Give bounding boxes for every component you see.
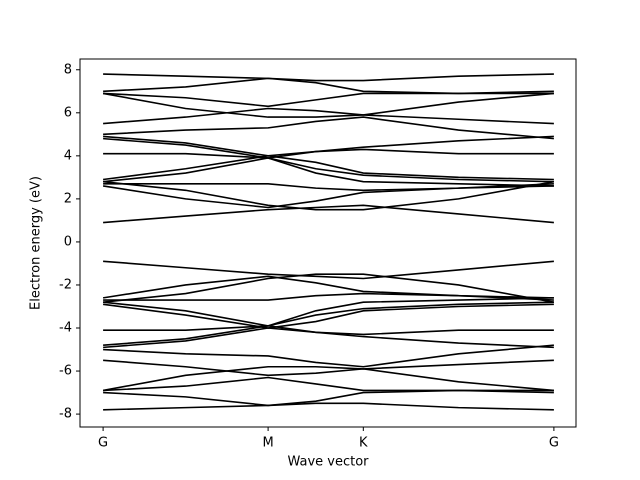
band-line <box>103 273 555 303</box>
band-line <box>103 297 554 347</box>
band-line <box>103 344 554 368</box>
y-tick-label: 0 <box>64 234 72 249</box>
band-line <box>103 327 554 349</box>
y-tick-label: 6 <box>64 105 72 120</box>
y-tick-label: 2 <box>64 191 72 206</box>
x-axis-label: Wave vector <box>287 455 369 470</box>
band-line <box>103 73 554 82</box>
x-tick-label: G <box>549 436 559 451</box>
band-line <box>102 365 554 392</box>
plot-frame <box>79 58 577 428</box>
band-line <box>102 92 554 118</box>
y-tick-label: 8 <box>64 62 72 77</box>
band-line <box>102 303 554 329</box>
band-line <box>103 260 554 280</box>
band-line <box>103 116 554 140</box>
band-line <box>103 183 554 192</box>
band-line <box>103 301 554 327</box>
band-line <box>103 292 554 301</box>
band-line <box>103 402 554 411</box>
y-tick-label: 4 <box>64 148 72 163</box>
x-tick-label: M <box>262 436 273 451</box>
band-line <box>103 157 554 183</box>
y-tick-label: -8 <box>59 407 72 422</box>
band-line <box>103 180 555 211</box>
band-line <box>102 155 554 181</box>
band-line <box>103 389 554 407</box>
band-line <box>103 137 554 187</box>
x-tick-label: G <box>98 436 108 451</box>
band-line <box>103 204 554 224</box>
y-tick-label: -2 <box>59 277 72 292</box>
y-tick-label: -4 <box>59 321 72 336</box>
y-axis-label: Electron energy (eV) <box>29 176 44 310</box>
band-line <box>103 359 554 377</box>
band-line <box>103 107 554 125</box>
y-tick-label: -6 <box>59 364 72 379</box>
band-line <box>103 77 554 95</box>
band-line <box>103 135 554 157</box>
x-tick-label: K <box>359 436 368 451</box>
